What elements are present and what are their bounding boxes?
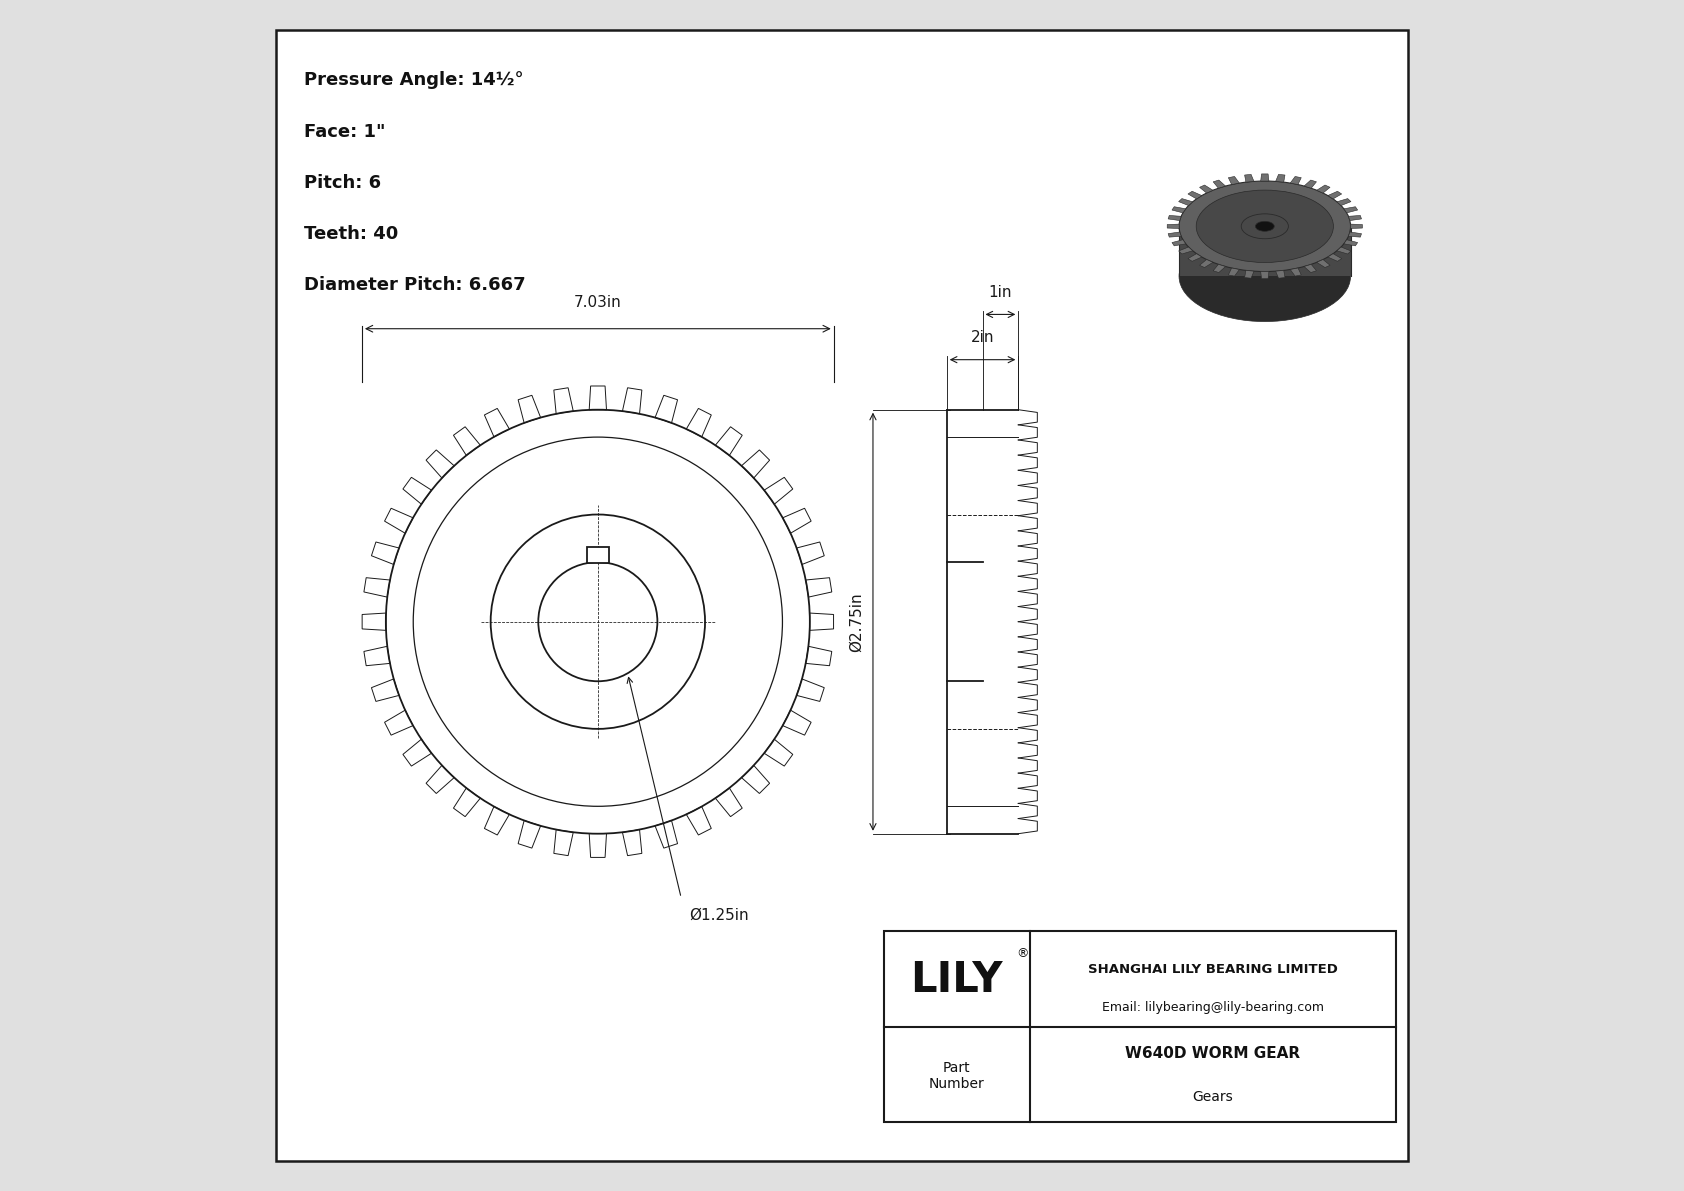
Text: ®: ®: [1015, 947, 1029, 960]
Ellipse shape: [1196, 191, 1334, 262]
Polygon shape: [1344, 207, 1357, 213]
Polygon shape: [1349, 216, 1361, 220]
Polygon shape: [1349, 232, 1361, 237]
Text: Teeth: 40: Teeth: 40: [303, 225, 397, 243]
Polygon shape: [1169, 232, 1180, 237]
Text: W640D WORM GEAR: W640D WORM GEAR: [1125, 1046, 1300, 1061]
Polygon shape: [1199, 260, 1212, 268]
Polygon shape: [1179, 247, 1192, 254]
Text: Face: 1": Face: 1": [303, 123, 386, 141]
Polygon shape: [1303, 264, 1317, 273]
Text: Ø2.75in: Ø2.75in: [849, 592, 864, 651]
Text: Ø1.25in: Ø1.25in: [689, 908, 749, 923]
Polygon shape: [1261, 272, 1270, 279]
Text: 2in: 2in: [970, 330, 994, 345]
Text: Part
Number: Part Number: [930, 1061, 985, 1091]
Polygon shape: [1167, 224, 1179, 229]
Ellipse shape: [1179, 181, 1351, 272]
Text: Gears: Gears: [1192, 1090, 1233, 1104]
Polygon shape: [1344, 239, 1357, 245]
Polygon shape: [1327, 192, 1342, 199]
Polygon shape: [1172, 239, 1186, 245]
Polygon shape: [1290, 176, 1302, 185]
Polygon shape: [1337, 199, 1351, 206]
Polygon shape: [1337, 247, 1351, 254]
Text: Diameter Pitch: 6.667: Diameter Pitch: 6.667: [303, 276, 525, 294]
Polygon shape: [1244, 270, 1255, 279]
Polygon shape: [1212, 264, 1226, 273]
Ellipse shape: [1179, 231, 1351, 322]
Polygon shape: [1228, 176, 1239, 185]
Ellipse shape: [1255, 222, 1275, 231]
Polygon shape: [1212, 180, 1226, 188]
Bar: [884, 931, 1396, 1122]
Polygon shape: [1187, 192, 1202, 199]
Polygon shape: [1179, 226, 1351, 276]
Polygon shape: [1317, 185, 1330, 193]
Polygon shape: [1187, 254, 1202, 261]
Polygon shape: [1172, 207, 1186, 213]
Text: Pitch: 6: Pitch: 6: [303, 174, 381, 192]
Polygon shape: [1244, 174, 1255, 182]
Polygon shape: [1303, 180, 1317, 188]
Polygon shape: [1169, 216, 1180, 220]
Text: 1in: 1in: [989, 285, 1012, 300]
Polygon shape: [1275, 174, 1285, 182]
Polygon shape: [1261, 174, 1270, 181]
Polygon shape: [1327, 254, 1342, 261]
Polygon shape: [1351, 224, 1362, 229]
Polygon shape: [1317, 260, 1330, 268]
Text: SHANGHAI LILY BEARING LIMITED: SHANGHAI LILY BEARING LIMITED: [1088, 964, 1337, 975]
Text: Email: lilybearing@lily-bearing.com: Email: lilybearing@lily-bearing.com: [1101, 1002, 1324, 1014]
Polygon shape: [1199, 185, 1212, 193]
Polygon shape: [1179, 199, 1192, 206]
Polygon shape: [1275, 270, 1285, 279]
Polygon shape: [1228, 268, 1239, 276]
Polygon shape: [1290, 268, 1302, 276]
Text: Pressure Angle: 14½°: Pressure Angle: 14½°: [303, 71, 524, 89]
Text: LILY: LILY: [911, 959, 1004, 1000]
Text: 7.03in: 7.03in: [574, 294, 621, 310]
Bar: [588, 547, 608, 563]
